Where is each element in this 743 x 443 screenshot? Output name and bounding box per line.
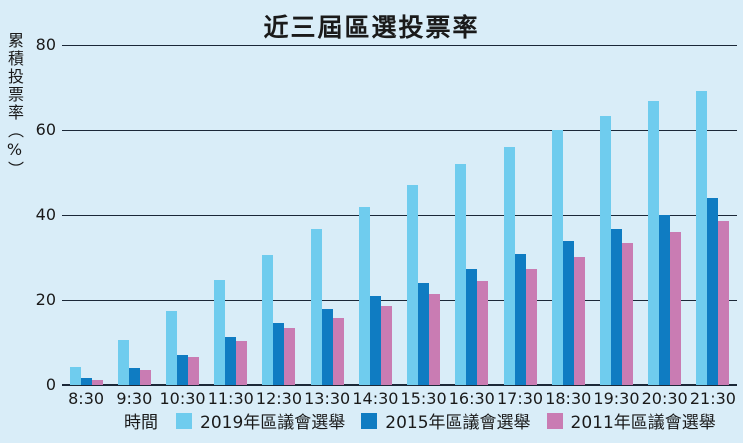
bar-2015年-8:30	[80, 378, 92, 385]
bar-group-20:30	[641, 45, 689, 385]
bar-group-8:30	[62, 45, 110, 385]
bar-group-10:30	[158, 45, 206, 385]
bar-2019年-12:30	[262, 254, 274, 385]
bar-2011年-19:30	[621, 243, 633, 385]
bar-group-18:30	[544, 45, 592, 385]
legend-item-2019: 2019年區議會選舉	[176, 408, 345, 433]
bar-2011年-10:30	[188, 356, 200, 385]
gridline-80	[62, 45, 737, 46]
gridline-20	[62, 300, 737, 301]
bar-2019年-14:30	[358, 206, 370, 385]
bar-2019年-9:30	[117, 339, 129, 385]
gridline-40	[62, 215, 737, 216]
x-tick-label-10:30: 10:30	[159, 389, 206, 408]
legend-label-2015: 2015年區議會選舉	[385, 413, 531, 433]
bar-2015年-13:30	[321, 308, 333, 385]
y-tick-label-80: 80	[35, 35, 56, 54]
x-tick-label-19:30: 19:30	[593, 389, 640, 408]
bar-2015年-14:30	[369, 295, 381, 385]
bar-2011年-18:30	[573, 256, 585, 385]
legend-swatch-2011	[546, 412, 563, 429]
bar-2015年-17:30	[514, 253, 526, 385]
y-tick-label-60: 60	[35, 120, 56, 139]
bar-2019年-11:30	[214, 280, 226, 385]
bar-2011年-15:30	[429, 294, 441, 385]
bar-2015年-11:30	[225, 337, 237, 385]
bar-2015年-20:30	[659, 214, 671, 385]
x-tick-label-14:30: 14:30	[352, 389, 399, 408]
bar-2015年-16:30	[466, 269, 478, 385]
plot-area	[62, 45, 737, 386]
bar-group-17:30	[496, 45, 544, 385]
bar-2019年-8:30	[69, 367, 81, 385]
y-tick-label-0: 0	[45, 375, 56, 394]
bar-2019年-20:30	[648, 101, 660, 385]
x-tick-label-9:30: 9:30	[116, 389, 153, 408]
bar-2019年-18:30	[551, 130, 563, 385]
y-tick-label-20: 20	[35, 290, 56, 309]
bar-2015年-18:30	[562, 241, 574, 385]
legend-swatch-2015	[361, 412, 378, 429]
x-tick-label-15:30: 15:30	[400, 389, 447, 408]
bar-2011年-11:30	[236, 340, 248, 385]
bar-2019年-13:30	[310, 229, 322, 385]
bar-group-14:30	[351, 45, 399, 385]
bar-group-15:30	[400, 45, 448, 385]
gridline-60	[62, 130, 737, 131]
x-tick-label-21:30: 21:30	[689, 389, 736, 408]
bar-2019年-16:30	[455, 164, 467, 385]
bar-2011年-13:30	[332, 317, 344, 385]
x-tick-label-16:30: 16:30	[448, 389, 495, 408]
bar-2011年-20:30	[670, 232, 682, 385]
bar-group-19:30	[592, 45, 640, 385]
bar-2015年-21:30	[707, 198, 719, 385]
bar-group-16:30	[448, 45, 496, 385]
bar-2011年-21:30	[718, 220, 730, 385]
bar-2011年-16:30	[477, 281, 489, 385]
bar-2011年-9:30	[139, 370, 151, 385]
bar-2011年-17:30	[525, 269, 537, 385]
bar-2011年-12:30	[284, 328, 296, 385]
bar-2015年-19:30	[610, 229, 622, 385]
bar-2019年-15:30	[407, 185, 419, 385]
bar-2019年-10:30	[166, 311, 178, 385]
legend-label-2011: 2011年區議會選舉	[570, 413, 716, 433]
x-axis-line	[62, 384, 737, 386]
bar-2015年-9:30	[128, 368, 140, 385]
legend-item-2011: 2011年區議會選舉	[546, 408, 716, 433]
bar-group-12:30	[255, 45, 303, 385]
legend-label-2019: 2019年區議會選舉	[200, 413, 346, 433]
x-tick-label-12:30: 12:30	[255, 389, 302, 408]
y-tick-label-40: 40	[35, 205, 56, 224]
bar-2019年-19:30	[599, 115, 611, 385]
bar-2011年-14:30	[380, 305, 392, 385]
legend-item-2015: 2015年區議會選舉	[361, 408, 531, 433]
y-axis-title: 累積投票率（%）	[5, 32, 24, 179]
x-tick-label-8:30: 8:30	[68, 389, 105, 408]
bar-2015年-10:30	[177, 355, 189, 385]
bar-2015年-15:30	[418, 282, 430, 385]
x-tick-label-20:30: 20:30	[641, 389, 688, 408]
x-tick-label-13:30: 13:30	[304, 389, 351, 408]
bar-2011年-8:30	[91, 379, 103, 385]
chart-title: 近三屆區選投票率	[263, 13, 480, 42]
x-tick-label-11:30: 11:30	[207, 389, 254, 408]
x-tick-label-17:30: 17:30	[496, 389, 544, 408]
x-axis-title: 時間	[124, 413, 158, 433]
bar-2019年-17:30	[503, 147, 515, 385]
bar-group-21:30	[689, 45, 737, 385]
bar-2015年-12:30	[273, 322, 285, 385]
bar-2019年-21:30	[696, 90, 708, 385]
bar-group-11:30	[207, 45, 255, 385]
bar-group-9:30	[110, 45, 158, 385]
x-tick-label-18:30: 18:30	[545, 389, 592, 408]
legend: 時間 2019年區議會選舉 2015年區議會選舉 2011年區議會選舉	[124, 408, 716, 433]
legend-swatch-2019	[176, 412, 192, 429]
bar-group-13:30	[303, 45, 351, 385]
